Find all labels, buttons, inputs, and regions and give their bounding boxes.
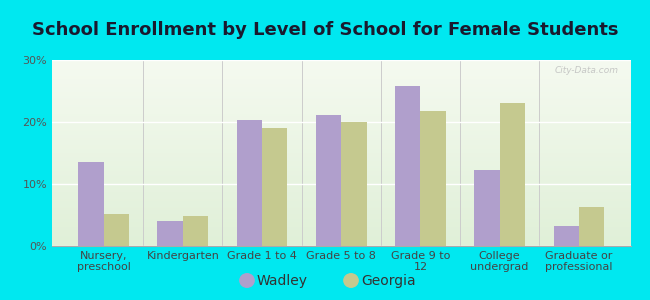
Text: Georgia: Georgia: [361, 274, 415, 287]
Bar: [237, 120, 262, 246]
Bar: [554, 226, 579, 246]
Bar: [421, 111, 446, 246]
Bar: [262, 128, 287, 246]
Bar: [474, 170, 500, 246]
Bar: [183, 216, 208, 246]
Bar: [395, 86, 421, 246]
Bar: [78, 162, 103, 246]
Text: City-Data.com: City-Data.com: [555, 66, 619, 75]
Bar: [341, 122, 367, 246]
Text: School Enrollment by Level of School for Female Students: School Enrollment by Level of School for…: [32, 21, 618, 39]
Bar: [157, 221, 183, 246]
Bar: [316, 115, 341, 246]
Bar: [500, 103, 525, 246]
Bar: [103, 214, 129, 246]
Bar: [579, 207, 604, 246]
Text: Wadley: Wadley: [257, 274, 307, 287]
